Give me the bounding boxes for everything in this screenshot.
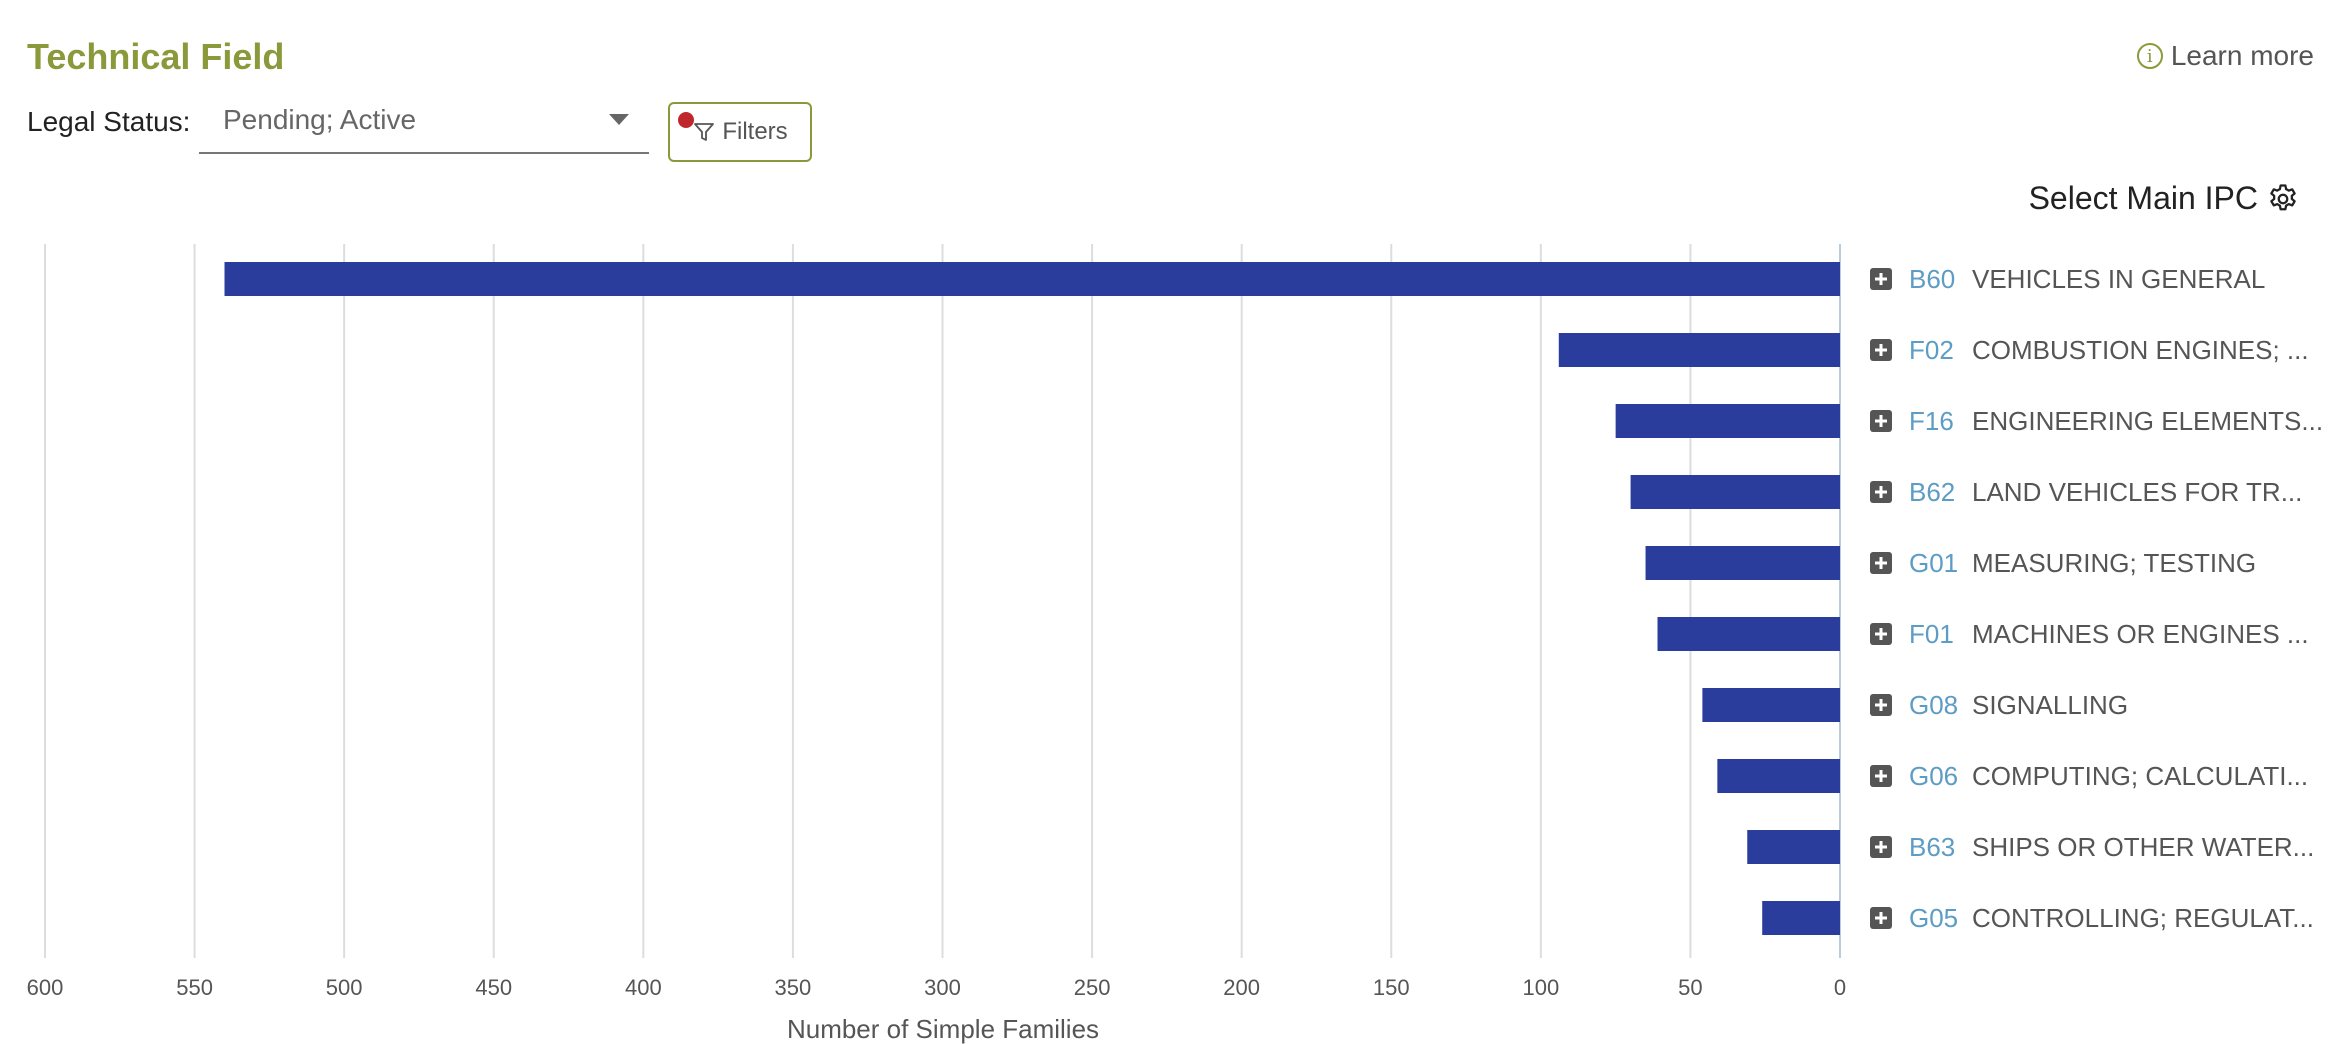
expand-plus-icon[interactable] [1870,694,1892,716]
legal-status-select[interactable]: Pending; Active [199,96,649,154]
category-row[interactable]: G05 CONTROLLING; REGULAT... [1870,903,2314,933]
category-row[interactable]: F16 ENGINEERING ELEMENTS... [1870,406,2323,436]
x-tick-label: 0 [1834,975,1846,1000]
legal-status-value: Pending; Active [223,104,417,135]
x-tick-label: 150 [1373,975,1410,1000]
category-row[interactable]: F01 MACHINES OR ENGINES ... [1870,619,2309,649]
ipc-code[interactable]: B63 [1909,832,1955,862]
filters-label: Filters [722,118,788,145]
expand-plus-icon[interactable] [1870,268,1892,290]
filter-active-dot [678,112,694,128]
select-main-ipc-button[interactable]: Select Main IPC [2029,180,2300,217]
chart-x-ticks: 600 550 500 450 400 350 300 250 200 150 100 50 0 [27,975,1846,1000]
bar[interactable] [1615,404,1840,438]
ipc-code[interactable]: B62 [1909,477,1955,507]
chart-bars [224,262,1841,935]
select-main-ipc-label: Select Main IPC [2028,180,2258,216]
funnel-icon [694,123,715,141]
bar[interactable] [1702,688,1840,722]
bar[interactable] [1630,475,1840,509]
category-row[interactable]: F02 COMBUSTION ENGINES; ... [1870,335,2309,365]
ipc-code[interactable]: F16 [1909,406,1954,436]
filters-button[interactable]: Filters [668,102,812,162]
x-tick-label: 400 [625,975,662,1000]
x-tick-label: 50 [1678,975,1702,1000]
bar[interactable] [1558,333,1840,367]
ipc-code[interactable]: G08 [1909,690,1958,720]
x-tick-label: 350 [775,975,812,1000]
bar[interactable] [1645,546,1840,580]
ipc-label: COMBUSTION ENGINES; ... [1972,335,2309,365]
x-tick-label: 550 [176,975,213,1000]
ipc-code[interactable]: F02 [1909,335,1954,365]
ipc-code[interactable]: G05 [1909,903,1958,933]
legal-status-label: Legal Status: [27,106,191,137]
expand-plus-icon[interactable] [1870,481,1892,503]
x-tick-label: 450 [475,975,512,1000]
ipc-label: COMPUTING; CALCULATI... [1972,761,2308,791]
info-icon: i [2136,43,2163,69]
bar[interactable] [224,262,1841,296]
category-row[interactable]: G06 COMPUTING; CALCULATI... [1870,761,2308,791]
expand-plus-icon[interactable] [1870,623,1892,645]
bar[interactable] [1717,759,1840,793]
chart-category-labels: B60 VEHICLES IN GENERAL F02 COMBUSTION ENGI… [1870,264,2323,933]
expand-plus-icon[interactable] [1870,339,1892,361]
bar[interactable] [1762,901,1840,935]
x-tick-label: 500 [326,975,363,1000]
x-tick-label: 250 [1074,975,1111,1000]
ipc-code[interactable]: F01 [1909,619,1954,649]
ipc-code[interactable]: B60 [1909,264,1955,294]
x-axis-label: Number of Simple Families [787,1014,1099,1044]
expand-plus-icon[interactable] [1870,907,1892,929]
bar[interactable] [1657,617,1840,651]
expand-plus-icon[interactable] [1870,552,1892,574]
expand-plus-icon[interactable] [1870,765,1892,787]
ipc-label: SHIPS OR OTHER WATER... [1972,832,2314,862]
gear-icon [2270,183,2296,210]
caret-down-icon [609,114,629,125]
x-tick-label: 200 [1223,975,1260,1000]
learn-more-label: Learn more [2170,40,2314,71]
ipc-label: ENGINEERING ELEMENTS... [1972,406,2323,436]
ipc-label: VEHICLES IN GENERAL [1972,264,2265,294]
x-tick-label: 600 [27,975,64,1000]
x-tick-label: 300 [924,975,961,1000]
ipc-label: MEASURING; TESTING [1972,548,2256,578]
x-tick-label: 100 [1522,975,1559,1000]
ipc-code[interactable]: G01 [1909,548,1958,578]
category-row[interactable]: B60 VEHICLES IN GENERAL [1870,264,2265,294]
page-title: Technical Field [27,36,285,77]
category-row[interactable]: B62 LAND VEHICLES FOR TR... [1870,477,2302,507]
learn-more-link[interactable]: i Learn more [2136,40,2314,72]
ipc-label: MACHINES OR ENGINES ... [1972,619,2309,649]
category-row[interactable]: G01 MEASURING; TESTING [1870,548,2256,578]
category-row[interactable]: B63 SHIPS OR OTHER WATER... [1870,832,2314,862]
ipc-code[interactable]: G06 [1909,761,1958,791]
category-row[interactable]: G08 SIGNALLING [1870,690,2128,720]
ipc-label: CONTROLLING; REGULAT... [1972,903,2314,933]
bar[interactable] [1747,830,1840,864]
expand-plus-icon[interactable] [1870,410,1892,432]
expand-plus-icon[interactable] [1870,836,1892,858]
ipc-label: SIGNALLING [1972,690,2128,720]
ipc-label: LAND VEHICLES FOR TR... [1972,477,2302,507]
